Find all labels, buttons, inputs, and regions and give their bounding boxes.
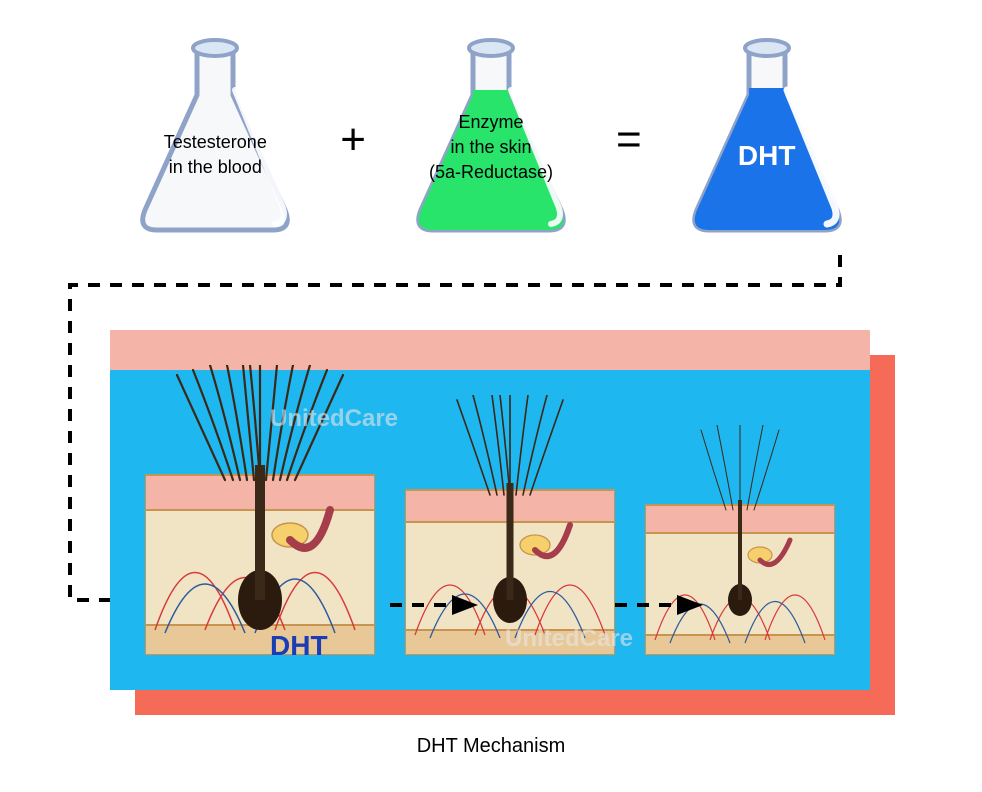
arrow-2to3 [615, 590, 705, 620]
flask2-label-l2: in the skin [429, 135, 553, 160]
flask-enzyme: Enzyme in the skin (5a-Reductase) [391, 30, 591, 250]
dht-follicle-label: DHT [270, 630, 328, 662]
flask3-label: DHT [738, 136, 796, 175]
equation-row: Testesterone in the blood + Enzyme in th… [0, 30, 982, 250]
flask-dht: DHT [667, 30, 867, 250]
follicle-panel-3 [645, 425, 835, 660]
follicle-panel-2 [405, 395, 615, 660]
flask1-label: Testesterone in the blood [164, 130, 267, 180]
plus-operator: + [340, 115, 366, 165]
diagram-canvas: Testesterone in the blood + Enzyme in th… [0, 0, 982, 792]
flask1-label-l2: in the blood [164, 155, 267, 180]
follicle-section: UnitedCare UnitedCare [110, 330, 870, 700]
flask2-label-l3: (5a-Reductase) [429, 160, 553, 185]
diagram-caption: DHT Mechanism [0, 735, 982, 758]
flask1-label-l1: Testesterone [164, 130, 267, 155]
flask2-label-l1: Enzyme [429, 110, 553, 135]
follicle-panel-1 [145, 365, 375, 660]
arrow-1to2 [390, 590, 480, 620]
follicle-panels [110, 330, 870, 690]
flask2-label: Enzyme in the skin (5a-Reductase) [429, 110, 553, 186]
flask-testosterone: Testesterone in the blood [115, 30, 315, 250]
equals-operator: = [616, 115, 642, 165]
